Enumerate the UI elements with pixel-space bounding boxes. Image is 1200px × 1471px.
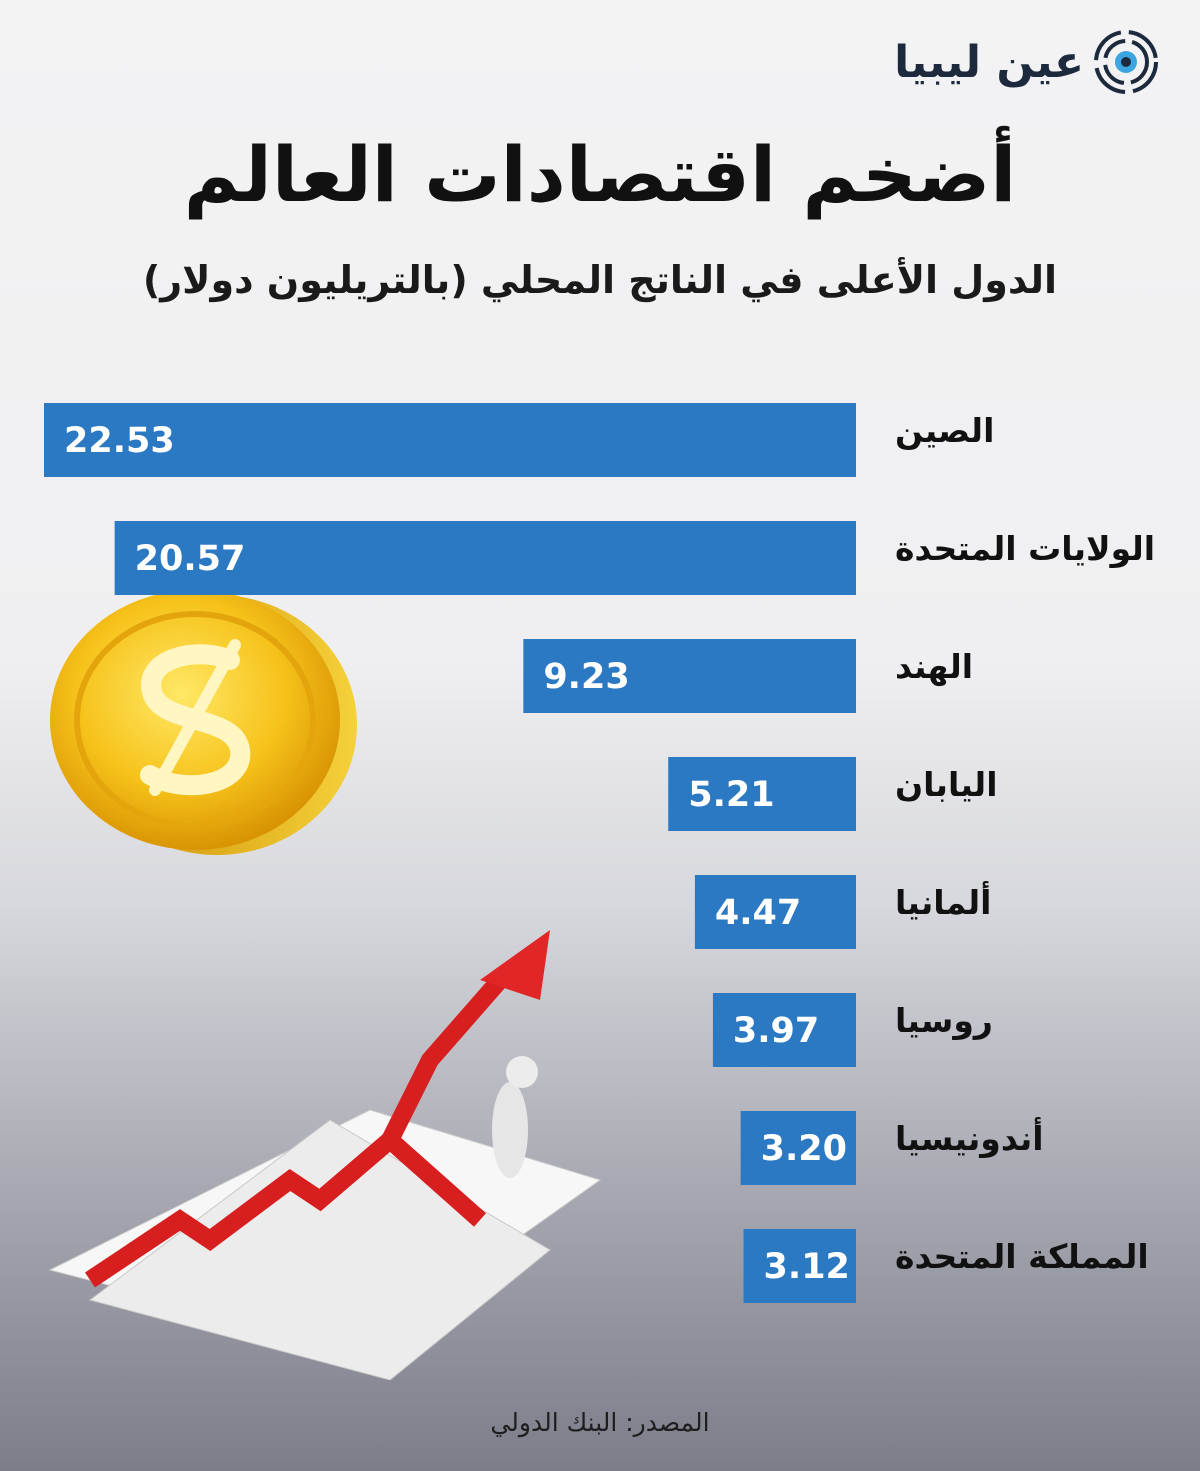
- bar-2: [523, 639, 856, 713]
- category-label-4: ألمانيا: [895, 881, 991, 922]
- category-label-6: أندونيسيا: [895, 1117, 1044, 1159]
- category-label-3: اليابان: [895, 765, 998, 804]
- bar-value-label-0: 22.53: [64, 421, 175, 461]
- category-label-2: الهند: [895, 647, 973, 687]
- bar-value-label-3: 5.21: [688, 775, 774, 815]
- rising-red-arrow-chart-icon: [48, 930, 602, 1380]
- bar-5: [712, 993, 856, 1067]
- bar-value-label-4: 4.47: [715, 893, 801, 933]
- bar-1: [114, 521, 857, 595]
- bar-value-label-6: 3.20: [761, 1129, 847, 1169]
- bar-value-label-5: 3.97: [733, 1011, 819, 1051]
- page-title: أضخم اقتصادات العالم: [183, 130, 1017, 219]
- eye-logo-icon: [1094, 30, 1158, 94]
- bar-6: [740, 1111, 856, 1185]
- bar-0: [44, 403, 856, 477]
- category-label-7: المملكة المتحدة: [895, 1237, 1149, 1276]
- brand-logo: عين ليبيا: [894, 28, 1160, 96]
- category-label-1: الولايات المتحدة: [895, 529, 1155, 569]
- page-subtitle: الدول الأعلى في الناتج المحلي (بالتريليو…: [142, 258, 1058, 302]
- brand-name: عين ليبيا: [894, 36, 1084, 88]
- category-label-5: روسيا: [895, 1001, 993, 1041]
- bar-7: [743, 1229, 856, 1303]
- bar-value-label-2: 9.23: [543, 657, 629, 697]
- bar-value-label-7: 3.12: [764, 1247, 850, 1287]
- bar-3: [668, 757, 856, 831]
- bar-value-label-1: 20.57: [135, 539, 246, 579]
- bar-4: [694, 875, 856, 949]
- gold-dollar-coin-icon: [50, 590, 357, 855]
- source-note: المصدر: البنك الدولي: [490, 1408, 710, 1437]
- category-label-0: الصين: [895, 411, 994, 451]
